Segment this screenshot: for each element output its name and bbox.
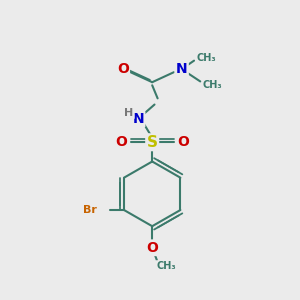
Text: H: H	[124, 108, 134, 118]
Text: O: O	[117, 62, 129, 76]
Text: N: N	[132, 112, 144, 126]
Text: CH₃: CH₃	[196, 52, 216, 63]
Text: Br: Br	[83, 205, 97, 215]
Text: O: O	[146, 241, 158, 255]
Text: CH₃: CH₃	[156, 261, 176, 271]
Text: CH₃: CH₃	[203, 80, 223, 89]
Text: O: O	[177, 135, 189, 149]
Text: N: N	[176, 62, 188, 76]
Text: S: S	[147, 135, 158, 150]
Text: O: O	[115, 135, 127, 149]
